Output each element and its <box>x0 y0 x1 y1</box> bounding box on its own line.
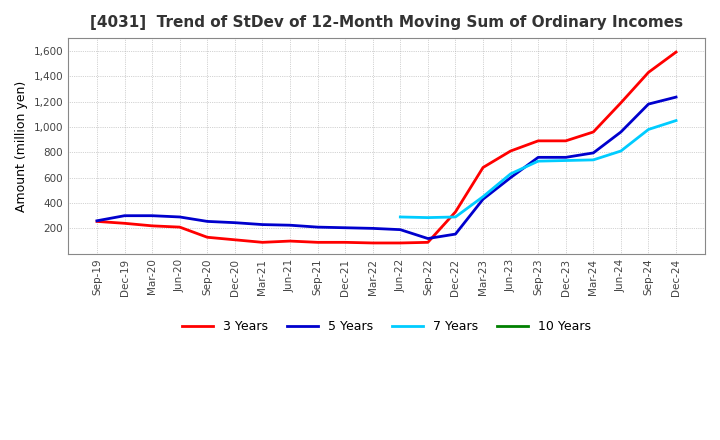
3 Years <box>230 237 239 242</box>
Line: 3 Years: 3 Years <box>97 52 676 243</box>
5 Years <box>423 236 432 241</box>
Title: [4031]  Trend of StDev of 12-Month Moving Sum of Ordinary Incomes: [4031] Trend of StDev of 12-Month Moving… <box>90 15 683 30</box>
3 Years <box>120 221 129 226</box>
7 Years <box>644 127 653 132</box>
7 Years <box>506 171 515 176</box>
3 Years <box>313 240 322 245</box>
3 Years <box>369 240 377 246</box>
5 Years <box>93 218 102 224</box>
3 Years <box>93 219 102 224</box>
Y-axis label: Amount (million yen): Amount (million yen) <box>15 81 28 212</box>
7 Years <box>616 148 625 154</box>
5 Years <box>479 197 487 202</box>
5 Years <box>286 223 294 228</box>
5 Years <box>672 95 680 100</box>
7 Years <box>562 158 570 163</box>
3 Years <box>258 240 266 245</box>
3 Years <box>562 138 570 143</box>
7 Years <box>589 157 598 162</box>
5 Years <box>148 213 156 218</box>
3 Years <box>644 70 653 75</box>
3 Years <box>616 100 625 106</box>
3 Years <box>589 129 598 135</box>
3 Years <box>534 138 542 143</box>
5 Years <box>341 225 349 231</box>
7 Years <box>672 118 680 123</box>
5 Years <box>506 175 515 180</box>
3 Years <box>341 240 349 245</box>
5 Years <box>120 213 129 218</box>
5 Years <box>451 231 460 237</box>
7 Years <box>423 215 432 220</box>
3 Years <box>479 165 487 170</box>
7 Years <box>451 214 460 220</box>
7 Years <box>534 158 542 164</box>
3 Years <box>286 238 294 244</box>
3 Years <box>176 224 184 230</box>
5 Years <box>369 226 377 231</box>
5 Years <box>616 129 625 135</box>
5 Years <box>176 214 184 220</box>
3 Years <box>672 49 680 55</box>
3 Years <box>396 240 405 246</box>
3 Years <box>506 148 515 154</box>
7 Years <box>396 214 405 220</box>
5 Years <box>562 155 570 160</box>
3 Years <box>451 209 460 215</box>
5 Years <box>644 102 653 107</box>
7 Years <box>479 194 487 199</box>
Line: 7 Years: 7 Years <box>400 121 676 218</box>
5 Years <box>258 222 266 227</box>
Legend: 3 Years, 5 Years, 7 Years, 10 Years: 3 Years, 5 Years, 7 Years, 10 Years <box>177 315 596 338</box>
3 Years <box>203 235 212 240</box>
5 Years <box>534 155 542 160</box>
3 Years <box>148 223 156 228</box>
5 Years <box>396 227 405 232</box>
3 Years <box>423 240 432 245</box>
Line: 5 Years: 5 Years <box>97 97 676 238</box>
5 Years <box>313 224 322 230</box>
5 Years <box>589 150 598 156</box>
5 Years <box>230 220 239 225</box>
5 Years <box>203 219 212 224</box>
